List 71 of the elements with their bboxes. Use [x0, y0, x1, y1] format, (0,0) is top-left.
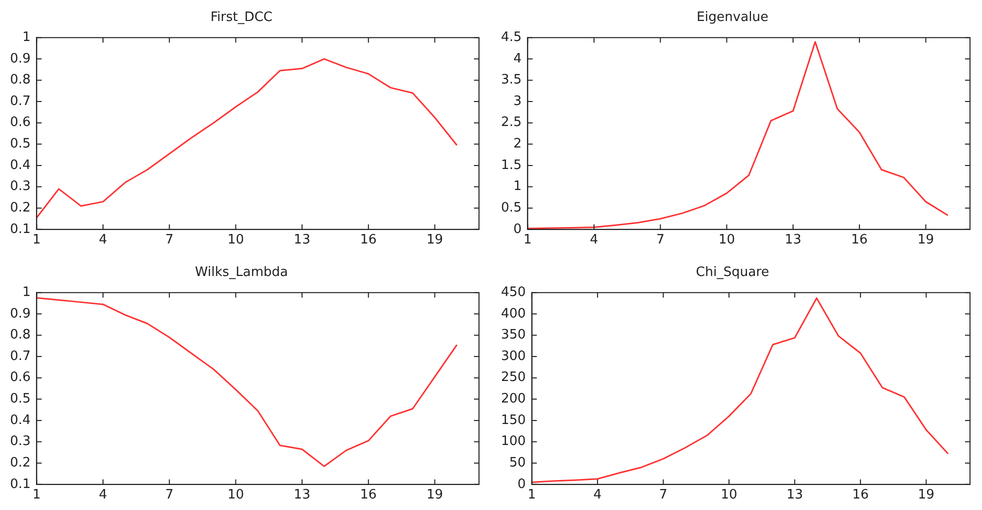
x-tick-label: 7 — [165, 488, 174, 503]
x-tick-label: 1 — [32, 232, 41, 248]
x-tick-label: 16 — [360, 232, 377, 248]
y-tick-label: 0.6 — [10, 370, 31, 386]
y-tick-label: 0.7 — [10, 94, 31, 109]
y-tick-label: 0.3 — [10, 434, 31, 450]
x-tick-label: 4 — [590, 232, 598, 248]
x-tick-label: 7 — [659, 488, 668, 503]
x-tick-label: 7 — [165, 232, 174, 248]
y-tick-label: 4 — [513, 51, 522, 66]
x-tick-label: 10 — [720, 488, 738, 503]
chart-title: Wilks_Lambda — [195, 265, 288, 280]
chart-title: Chi_Square — [696, 265, 770, 280]
y-tick-label: 50 — [509, 455, 526, 470]
x-tick-label: 7 — [656, 232, 665, 248]
y-tick-label: 3 — [513, 94, 522, 109]
x-tick-label: 1 — [32, 488, 41, 503]
x-tick-label: 19 — [426, 232, 444, 248]
x-tick-label: 13 — [294, 232, 310, 248]
y-tick-label: 0.9 — [10, 51, 31, 66]
x-tick-label: 13 — [786, 488, 803, 503]
y-tick-label: 3.5 — [500, 72, 522, 88]
x-tick-label: 19 — [918, 488, 934, 503]
y-tick-label: 300 — [500, 348, 526, 364]
x-tick-label: 10 — [718, 232, 735, 248]
x-tick-label: 19 — [917, 232, 934, 248]
y-tick-label: 0.6 — [10, 115, 31, 130]
y-tick-label: 450 — [500, 284, 526, 300]
x-tick-label: 10 — [227, 232, 244, 248]
x-tick-label: 13 — [784, 232, 802, 248]
y-tick-label: 0.8 — [10, 328, 31, 343]
y-tick-label: 0.2 — [10, 200, 31, 216]
y-tick-label: 400 — [500, 306, 526, 322]
y-tick-label: 0.8 — [10, 72, 31, 88]
y-tick-label: 1 — [22, 284, 31, 300]
y-tick-label: 1.5 — [500, 158, 522, 173]
y-tick-label: 200 — [500, 392, 526, 407]
y-tick-label: 0.1 — [10, 476, 31, 492]
y-tick-label: 150 — [500, 412, 526, 428]
x-tick-label: 19 — [426, 488, 444, 503]
y-tick-label: 0.4 — [10, 158, 31, 173]
y-tick-label: 100 — [500, 434, 526, 450]
y-tick-label: 1 — [22, 30, 31, 45]
y-tick-label: 0.3 — [10, 179, 31, 194]
y-tick-label: 0.7 — [10, 348, 31, 364]
chart-title: First_DCC — [210, 10, 273, 26]
y-tick-label: 1 — [513, 179, 522, 194]
chart-title: Eigenvalue — [696, 10, 768, 26]
y-tick-label: 4.5 — [500, 30, 522, 45]
y-tick-label: 0.9 — [10, 306, 31, 322]
y-tick-label: 2.5 — [500, 115, 522, 130]
x-tick-label: 16 — [851, 232, 868, 248]
y-tick-label: 250 — [500, 370, 526, 386]
y-tick-label: 350 — [500, 328, 526, 343]
y-tick-label: 0 — [513, 222, 522, 237]
x-tick-label: 16 — [360, 488, 377, 503]
y-tick-label: 0.4 — [10, 412, 31, 428]
x-tick-label: 1 — [528, 488, 536, 503]
y-tick-label: 0 — [518, 476, 526, 492]
x-tick-label: 4 — [593, 488, 602, 503]
y-tick-label: 0.1 — [10, 222, 31, 237]
y-tick-label: 2 — [513, 136, 522, 152]
y-tick-label: 0.5 — [10, 392, 31, 407]
x-tick-label: 13 — [294, 488, 310, 503]
x-tick-label: 10 — [227, 488, 244, 503]
y-tick-label: 0.2 — [10, 455, 31, 470]
y-tick-label: 0.5 — [500, 200, 522, 216]
x-tick-label: 4 — [98, 488, 108, 503]
x-tick-label: 4 — [98, 232, 108, 248]
x-tick-label: 16 — [852, 488, 869, 503]
y-tick-label: 0.5 — [10, 136, 31, 152]
